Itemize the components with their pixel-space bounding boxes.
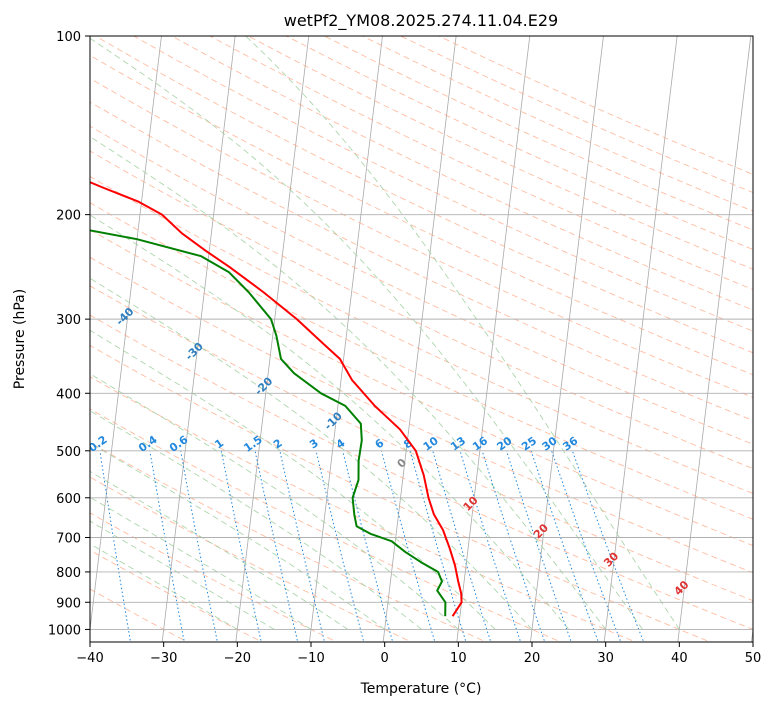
y-axis-title: Pressure (hPa): [12, 289, 28, 389]
moist-adiabat-line: [245, 36, 680, 630]
plot-frame: [89, 35, 754, 643]
dewpoint-profile-line: [90, 229, 447, 617]
dry-adiabat-line: [90, 202, 753, 520]
y-tick-label: 800: [56, 566, 81, 581]
dry-adiabat-line: [95, 36, 753, 354]
x-tick-label: 20: [524, 651, 541, 666]
dry-adiabat-line: [90, 176, 753, 495]
isotherm-line: [530, 36, 604, 642]
moist-adiabat-line: [90, 470, 349, 630]
x-tick-label: 10: [450, 651, 467, 666]
y-tick-label: 300: [56, 313, 81, 328]
isotherm-line: [161, 36, 236, 642]
moist-adiabat-line: [90, 329, 496, 630]
x-tick-label: 30: [597, 651, 614, 666]
moist-adiabat-line: [90, 37, 643, 630]
moist-adiabat-line: [90, 373, 459, 630]
isotherm-line: [235, 36, 310, 642]
x-axis-title: Temperature (°C): [360, 681, 482, 697]
dry-adiabat-line: [90, 376, 637, 642]
temperature-profile-line: [90, 181, 463, 617]
y-tick-label: 200: [56, 209, 81, 224]
x-tick-label: 0: [381, 651, 389, 666]
moist-adiabat-line: [90, 496, 312, 630]
mixing-ratio-line: [459, 450, 522, 642]
x-tick-label: 50: [745, 651, 762, 666]
mixing-ratio-line: [506, 450, 572, 642]
isotherm-line: [456, 36, 531, 642]
mixing-ratio-line: [551, 450, 622, 642]
y-tick-label: 900: [56, 596, 81, 611]
y-tick-label: 400: [56, 387, 81, 402]
isotherm-line: [677, 36, 752, 642]
mixing-ratio-line: [571, 450, 645, 642]
isotherm-line: [382, 36, 457, 642]
moist-adiabat-line: [90, 277, 533, 630]
mixing-ratio-line: [220, 450, 262, 642]
moist-adiabat-line: [90, 214, 570, 630]
profile-series: [90, 181, 463, 617]
mixing-ratio-line: [432, 450, 492, 642]
dry-adiabat-line: [90, 476, 413, 642]
mixing-ratio-line: [279, 450, 326, 642]
mixing-ratio-line: [149, 450, 185, 642]
isotherm-line: [603, 36, 678, 642]
x-tick-label: −30: [150, 651, 177, 666]
chart-title: wetPf2_YM08.2025.274.11.04.E29: [284, 11, 558, 31]
mixing-ratio-line: [409, 450, 467, 642]
y-tick-label: 500: [56, 445, 81, 460]
dry-adiabat-line: [209, 36, 753, 290]
y-tick-label: 600: [56, 492, 81, 507]
mixing-ratio-line: [530, 450, 599, 642]
isotherm-line: [309, 36, 383, 642]
axes: −40 −30 −20 −10 0 10 20 30 40 50 100 200 300 400 500 60…: [48, 30, 761, 666]
mixing-ratio-line: [315, 450, 365, 642]
grid: [90, 36, 753, 630]
mixing-ratio-line: [481, 450, 546, 642]
y-tick-label: 1000: [48, 623, 81, 638]
mixing-ratio-line: [254, 450, 299, 642]
mixing-ratio-line: [99, 450, 132, 642]
dry-adiabat-line: [90, 256, 753, 574]
x-tick-label: −10: [297, 651, 324, 666]
isotherm-line: [90, 36, 162, 633]
y-tick-label: 700: [56, 532, 81, 547]
moist-adiabat-line: [90, 136, 607, 630]
mixing-ratio-line: [180, 450, 218, 642]
mixing-ratio-line: [342, 450, 394, 642]
y-tick-label: 100: [56, 30, 81, 45]
x-tick-label: −20: [224, 651, 251, 666]
x-tick-label: 40: [671, 651, 688, 666]
moist-adiabat-line: [90, 442, 385, 630]
mixing-ratio-line: [381, 450, 436, 642]
dry-adiabat-line: [90, 101, 753, 421]
x-tick-label: −40: [76, 651, 103, 666]
